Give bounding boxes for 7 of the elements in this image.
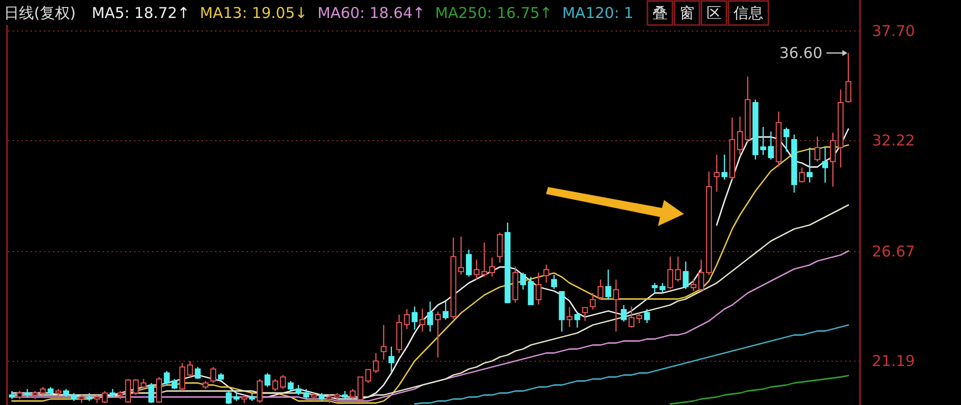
- y-tick-label: 37.70: [872, 22, 915, 40]
- y-tick-label: 32.22: [872, 132, 915, 150]
- chart-title: 日线(复权): [4, 4, 76, 22]
- annotation: 36.60: [779, 44, 822, 62]
- y-tick-label: 21.19: [872, 352, 915, 370]
- y-tick-label: 26.67: [872, 242, 915, 261]
- legend: MA5: 18.72↑ MA13: 19.05↓ MA60: 18.64↑ MA250: 16.75↑ MA120: 1: [92, 4, 634, 22]
